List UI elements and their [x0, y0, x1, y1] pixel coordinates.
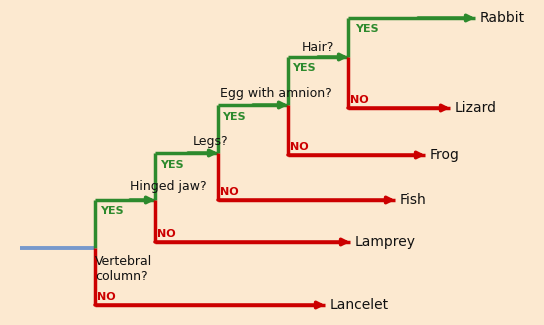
Text: YES: YES [100, 206, 123, 216]
Text: Egg with amnion?: Egg with amnion? [220, 87, 332, 100]
Text: Lamprey: Lamprey [355, 235, 416, 249]
Text: NO: NO [157, 229, 176, 239]
Text: Hair?: Hair? [302, 41, 335, 54]
Text: Frog: Frog [430, 148, 460, 162]
Text: Vertebral
column?: Vertebral column? [95, 255, 152, 283]
Text: YES: YES [355, 24, 379, 34]
Text: Legs?: Legs? [193, 135, 228, 148]
Text: Rabbit: Rabbit [480, 11, 525, 25]
Text: NO: NO [220, 187, 239, 197]
Text: Lancelet: Lancelet [330, 298, 389, 312]
Text: NO: NO [350, 95, 369, 105]
Text: NO: NO [97, 292, 116, 302]
Text: NO: NO [290, 142, 308, 152]
Text: Fish: Fish [400, 193, 426, 207]
Text: Hinged jaw?: Hinged jaw? [130, 180, 207, 193]
Text: YES: YES [222, 112, 246, 122]
Text: YES: YES [160, 160, 184, 170]
Text: YES: YES [292, 63, 316, 73]
Text: Lizard: Lizard [455, 101, 497, 115]
